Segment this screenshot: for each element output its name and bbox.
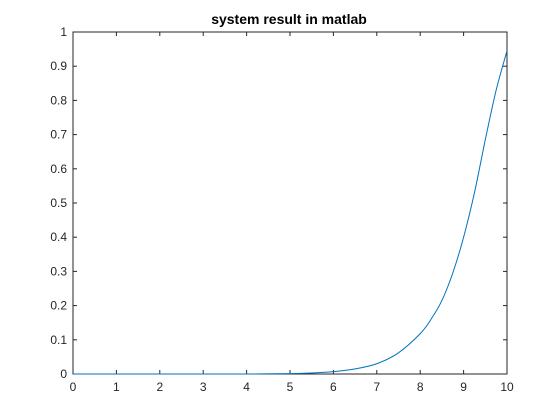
y-tick-label: 0.8 — [50, 93, 67, 107]
x-tick-label: 6 — [330, 380, 337, 394]
chart-title: system result in matlab — [211, 11, 367, 27]
plot-area — [72, 31, 508, 375]
x-tick-label: 5 — [287, 380, 294, 394]
y-tick-label: 1 — [60, 25, 67, 39]
y-tick-label: 0.3 — [50, 264, 67, 278]
x-tick-label: 3 — [200, 380, 207, 394]
series-group — [72, 50, 508, 375]
x-tick-label: 8 — [417, 380, 424, 394]
y-tick-label: 0.4 — [50, 230, 67, 244]
x-tick-label: 9 — [460, 380, 467, 394]
x-tick-label: 7 — [373, 380, 380, 394]
y-tick-label: 0.6 — [50, 162, 67, 176]
x-tick-label: 10 — [500, 380, 514, 394]
x-axis: 0 1 2 3 4 5 6 7 8 9 10 — [70, 32, 514, 394]
x-tick-label: 0 — [70, 380, 77, 394]
x-tick-label: 2 — [156, 380, 163, 394]
y-tick-label: 0 — [60, 367, 67, 381]
y-tick-label: 0.2 — [50, 299, 67, 313]
y-tick-label: 0.7 — [50, 128, 67, 142]
x-tick-label: 1 — [113, 380, 120, 394]
x-tick-label: 4 — [243, 380, 250, 394]
y-tick-label: 0.9 — [50, 59, 67, 73]
y-tick-label: 0.5 — [50, 196, 67, 210]
y-tick-label: 0.1 — [50, 333, 67, 347]
series-line — [72, 50, 508, 375]
y-axis: 0 0.1 0.2 0.3 0.4 0.5 0.6 0.7 0.8 0.9 1 — [50, 25, 507, 381]
